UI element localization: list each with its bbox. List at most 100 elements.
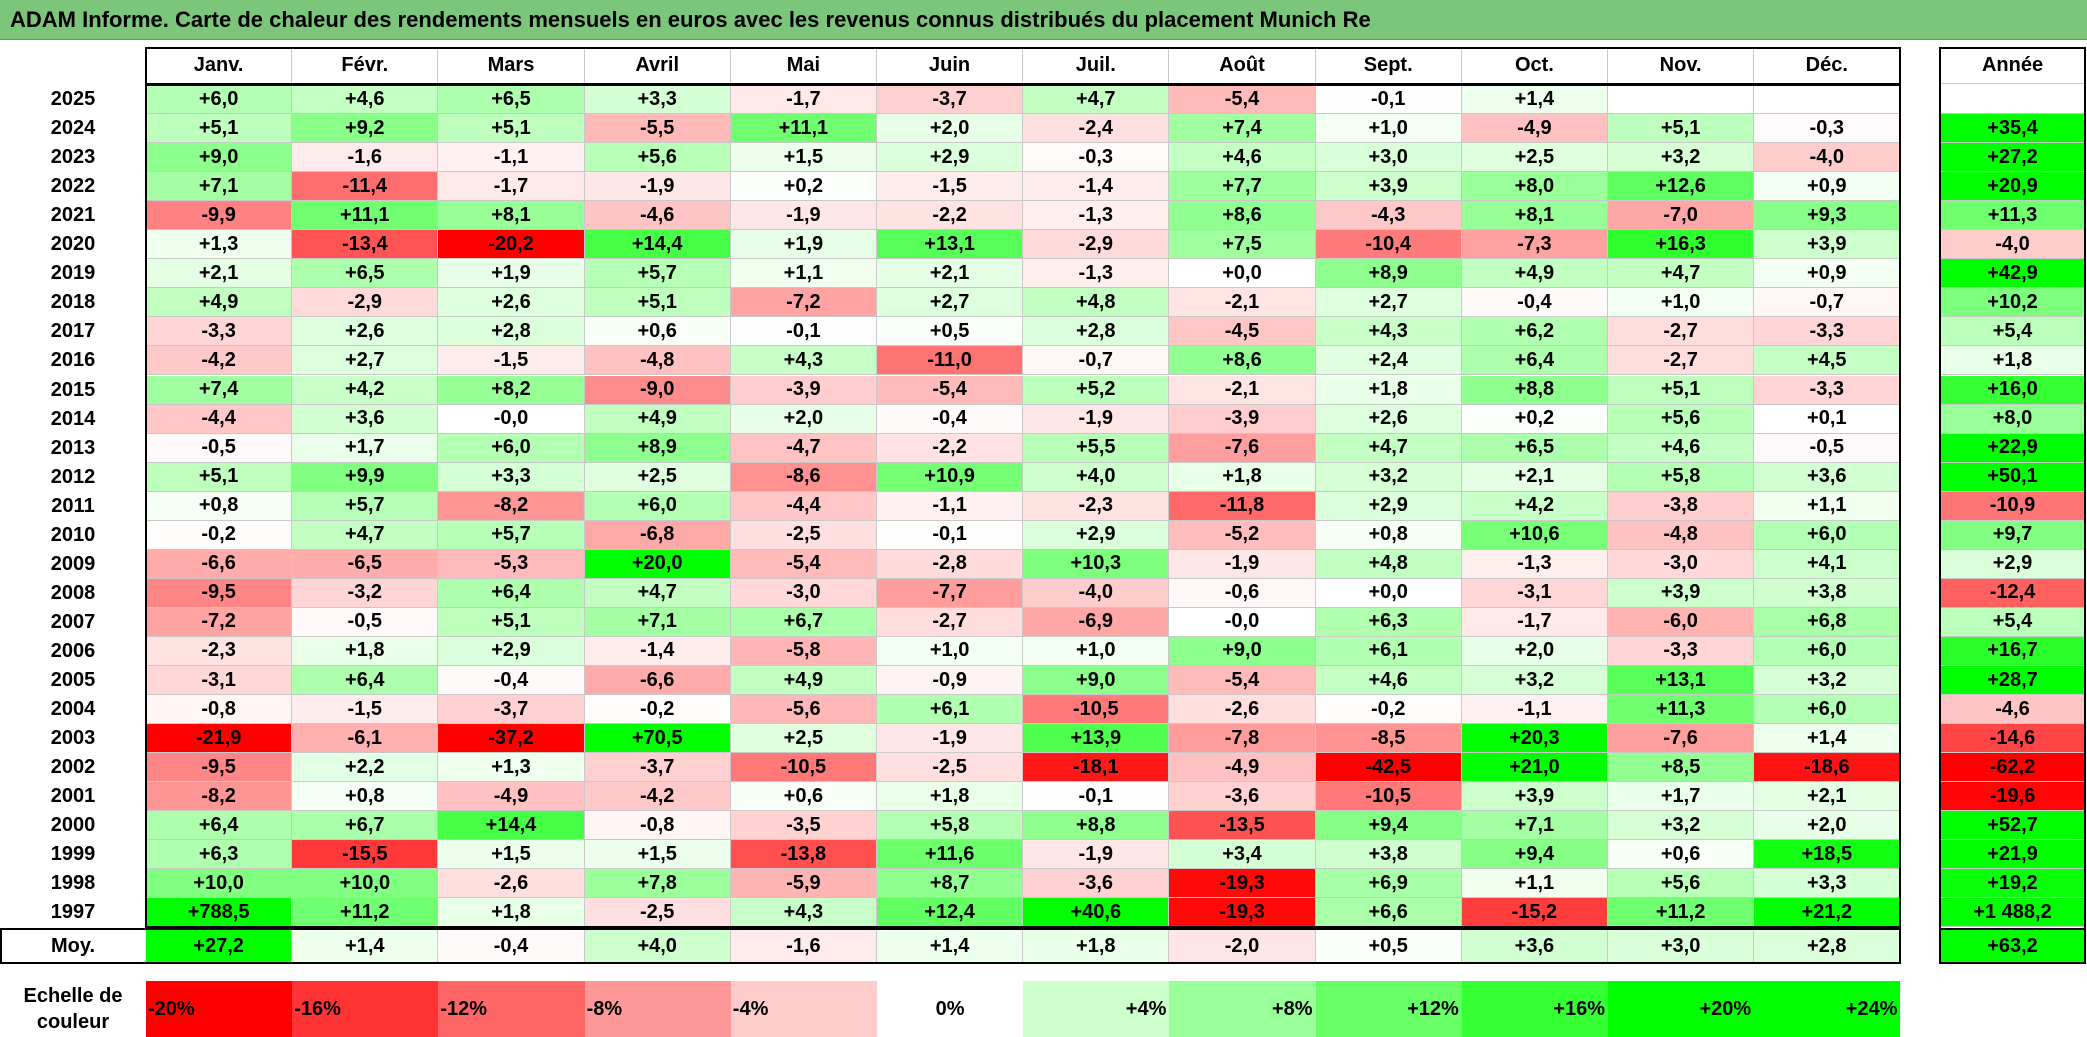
heatmap-cell: -3,1 [146, 666, 293, 696]
heatmap-cell: +8,9 [584, 433, 731, 463]
heatmap-cell: +2,0 [877, 114, 1024, 144]
average-cell: +1,4 [292, 930, 439, 964]
heatmap-cell: -2,7 [1608, 346, 1755, 376]
heatmap-cell: -1,1 [438, 143, 585, 173]
heatmap-cell: -8,2 [146, 782, 293, 812]
heatmap-cell: +20,3 [1461, 724, 1608, 754]
heatmap-cell: +7,1 [146, 172, 293, 202]
row-year-label: 2004 [50, 698, 96, 721]
heatmap-cell: -9,5 [146, 578, 293, 608]
heatmap-cell: -3,7 [438, 695, 585, 725]
heatmap-cell: +3,2 [1754, 666, 1901, 696]
annual-cell: +10,2 [1940, 288, 2086, 318]
heatmap-cell: -0,5 [292, 607, 439, 637]
heatmap-cell: +3,6 [1754, 462, 1901, 492]
heatmap-cell: +788,5 [146, 898, 293, 928]
row-year-label: 2025 [50, 88, 96, 111]
heatmap-cell: +13,1 [877, 230, 1024, 260]
heatmap-cell: -2,6 [1169, 695, 1316, 725]
heatmap-cell: +4,8 [1315, 549, 1462, 579]
heatmap-cell: +5,7 [584, 259, 731, 289]
heatmap-cell: +2,9 [877, 143, 1024, 173]
heatmap-cell: -2,3 [146, 636, 293, 666]
heatmap-cell: +7,7 [1169, 172, 1316, 202]
heatmap-cell: -5,3 [438, 549, 585, 579]
column-header: Juil. [1023, 48, 1170, 84]
heatmap-cell: +6,0 [146, 85, 293, 115]
heatmap-cell: +8,1 [438, 201, 585, 231]
heatmap-cell: -2,3 [1023, 491, 1170, 521]
heatmap-cell: +10,0 [146, 869, 293, 899]
heatmap-cell: +0,2 [1461, 404, 1608, 434]
heatmap-cell: +2,4 [1315, 346, 1462, 376]
chart-title: ADAM Informe. Carte de chaleur des rende… [10, 7, 1371, 32]
heatmap-cell: -4,0 [1023, 578, 1170, 608]
heatmap-cell: +6,0 [584, 491, 731, 521]
heatmap-cell: +2,5 [1461, 143, 1608, 173]
heatmap-cell: -3,6 [1023, 869, 1170, 899]
annual-cell: +8,0 [1940, 404, 2086, 434]
heatmap-cell: -1,3 [1023, 259, 1170, 289]
heatmap-cell: +4,3 [730, 346, 877, 376]
annual-cell: +52,7 [1940, 811, 2086, 841]
row-year-label: 2024 [50, 117, 96, 140]
heatmap-cell: +9,0 [1169, 636, 1316, 666]
row-year-label: 2005 [50, 669, 96, 692]
heatmap-cell: -1,7 [438, 172, 585, 202]
heatmap-cell: +8,9 [1315, 259, 1462, 289]
heatmap-cell: +4,9 [1461, 259, 1608, 289]
heatmap-cell: +4,9 [146, 288, 293, 318]
heatmap-cell: +8,6 [1169, 201, 1316, 231]
heatmap-cell: +4,5 [1754, 346, 1901, 376]
heatmap-cell: +9,3 [1754, 201, 1901, 231]
average-cell: +3,6 [1461, 930, 1608, 964]
heatmap-cell: +6,6 [1315, 898, 1462, 928]
heatmap-cell: -6,8 [584, 520, 731, 550]
average-cell: +4,0 [584, 930, 731, 964]
row-year-label: 1998 [50, 872, 96, 895]
row-year-label: 2001 [50, 785, 96, 808]
heatmap-cell: +1,0 [1608, 288, 1755, 318]
heatmap-cell: -3,1 [1461, 578, 1608, 608]
annual-cell: +35,4 [1940, 114, 2086, 144]
heatmap-cell: +20,0 [584, 549, 731, 579]
heatmap-cell: -3,3 [1608, 636, 1755, 666]
heatmap-cell: -0,2 [146, 520, 293, 550]
average-cell: +3,0 [1608, 930, 1755, 964]
heatmap-cell: +1,8 [1315, 375, 1462, 405]
heatmap-cell: +1,1 [1461, 869, 1608, 899]
heatmap-cell: -10,5 [1023, 695, 1170, 725]
heatmap-cell: -6,5 [292, 549, 439, 579]
legend-swatch: +24% [1754, 981, 1901, 1037]
heatmap-cell: +9,9 [292, 462, 439, 492]
heatmap-cell: +1,0 [1315, 114, 1462, 144]
heatmap-cell: +1,3 [146, 230, 293, 260]
heatmap-cell: +9,4 [1315, 811, 1462, 841]
heatmap-cell: +8,5 [1608, 753, 1755, 783]
heatmap-cell: -3,6 [1169, 782, 1316, 812]
heatmap-cell: -0,0 [1169, 607, 1316, 637]
annual-cell: +1,8 [1940, 346, 2086, 376]
annual-cell: +16,7 [1940, 636, 2086, 666]
heatmap-cell: +11,1 [730, 114, 877, 144]
heatmap-cell: -3,0 [730, 578, 877, 608]
heatmap-cell: +2,8 [438, 317, 585, 347]
heatmap-cell: -1,6 [292, 143, 439, 173]
heatmap-cell: -4,4 [730, 491, 877, 521]
heatmap-cell: +4,3 [1315, 317, 1462, 347]
heatmap-cell: +11,3 [1608, 695, 1755, 725]
heatmap-cell [1754, 85, 1901, 115]
heatmap-cell: -6,6 [584, 666, 731, 696]
row-year-label: 2000 [50, 814, 96, 837]
heatmap-cell: -1,4 [584, 636, 731, 666]
heatmap-cell: -0,8 [146, 695, 293, 725]
heatmap-cell: -6,9 [1023, 607, 1170, 637]
heatmap-cell: +0,8 [1315, 520, 1462, 550]
annual-cell: -19,6 [1940, 782, 2086, 812]
heatmap-cell: +1,4 [1754, 724, 1901, 754]
row-year-label: 2008 [50, 581, 96, 604]
heatmap-cell: +13,1 [1608, 666, 1755, 696]
legend-swatch: 0% [877, 981, 1024, 1037]
heatmap-cell: +9,0 [146, 143, 293, 173]
heatmap-cell: +2,9 [1023, 520, 1170, 550]
